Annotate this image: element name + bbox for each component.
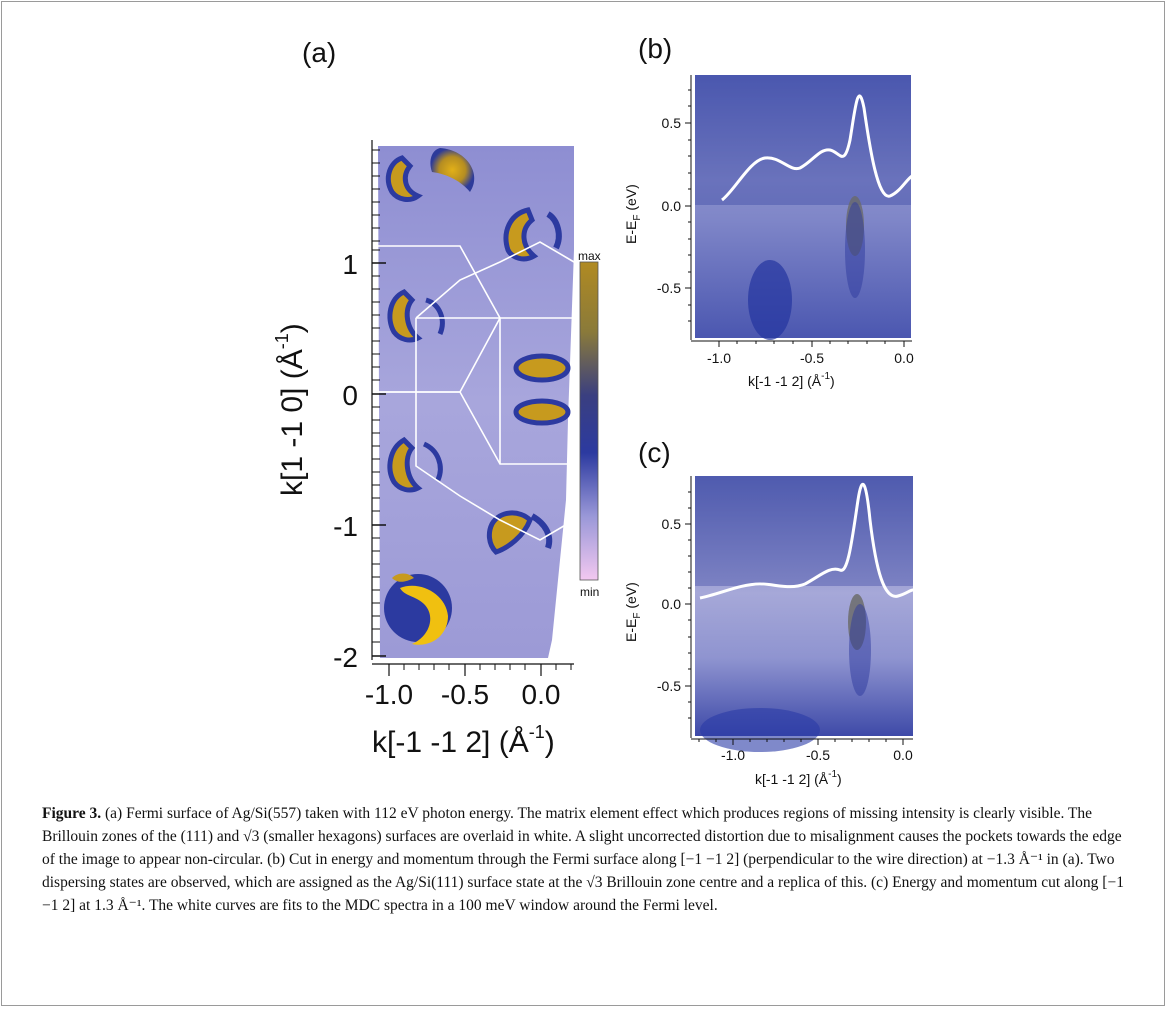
panel-b-xlabel: k[-1 -1 2] (Å-1) [748,371,835,389]
panel-b-ytick-05: 0.5 [662,115,682,131]
panel-a-xtick-neg05: -0.5 [441,679,489,710]
panel-a-xtick-neg1: -1.0 [365,679,413,710]
panel-c-x-axis: -1.0 -0.5 0.0 k[-1 -1 2] (Å-1) [691,738,913,787]
figure-caption: Figure 3. (a) Fermi surface of Ag/Si(557… [42,802,1132,917]
panel-c-ylabel: E-EF (eV) [623,582,643,642]
panel-a-xtick-0: 0.0 [522,679,561,710]
panel-b-ylabel: E-EF (eV) [623,184,643,244]
panel-c-xtick-neg1: -1.0 [721,747,745,763]
panel-c-xtick-neg05: -0.5 [806,747,830,763]
panel-b-ytick-neg05: -0.5 [657,280,681,296]
panel-a-label: (a) [302,37,336,68]
panel-b-x-axis: -1.0 -0.5 0.0 k[-1 -1 2] (Å-1) [691,340,914,389]
panel-c-ytick-05: 0.5 [662,516,682,532]
panel-c-ytick-neg05: -0.5 [657,678,681,694]
panel-a-y-axis: 1 0 -1 -2 k[1 -1 0] (Å-1) [272,140,386,673]
panel-a: (a) [272,37,601,759]
panel-c: (c) 0.5 0.0 -0.5 E-EF (eV) [623,437,914,787]
colorbar-max-label: max [578,249,601,263]
panel-a-ytick-0: 0 [342,380,358,411]
panel-b-xtick-0: 0.0 [894,350,914,366]
figure-caption-label: Figure 3. [42,805,102,822]
panel-b-image [695,75,913,340]
figure-caption-text: (a) Fermi surface of Ag/Si(557) taken wi… [42,805,1124,914]
panel-b-label: (b) [638,33,672,64]
fermi-surface-map [378,146,575,658]
panel-b: (b) 0.5 0.0 -0.5 E-EF (eV) [623,33,914,389]
panel-a-x-axis: -1.0 -0.5 0.0 k[-1 -1 2] (Å-1) [365,663,574,759]
panel-b-y-axis: 0.5 0.0 -0.5 E-EF (eV) [623,75,692,340]
panel-a-ytick-neg1: -1 [333,511,358,542]
panel-c-xlabel: k[-1 -1 2] (Å-1) [755,769,842,787]
panel-b-xtick-neg1: -1.0 [707,350,731,366]
panel-c-xtick-0: 0.0 [893,747,913,763]
figure-graphics: (a) [272,33,914,787]
panel-a-ylabel: k[1 -1 0] (Å-1) [272,323,309,496]
panel-a-ytick-1: 1 [342,249,358,280]
panel-c-label: (c) [638,437,671,468]
panel-c-image [695,476,914,752]
colorbar-min-label: min [580,585,599,599]
panel-b-xtick-neg05: -0.5 [800,350,824,366]
panel-c-y-axis: 0.5 0.0 -0.5 E-EF (eV) [623,476,692,738]
panel-c-ytick-0: 0.0 [662,596,682,612]
panel-a-xlabel: k[-1 -1 2] (Å-1) [372,722,555,759]
colorbar: max min [578,249,601,599]
panel-a-ytick-neg2: -2 [333,642,358,673]
panel-b-ytick-0: 0.0 [662,198,682,214]
